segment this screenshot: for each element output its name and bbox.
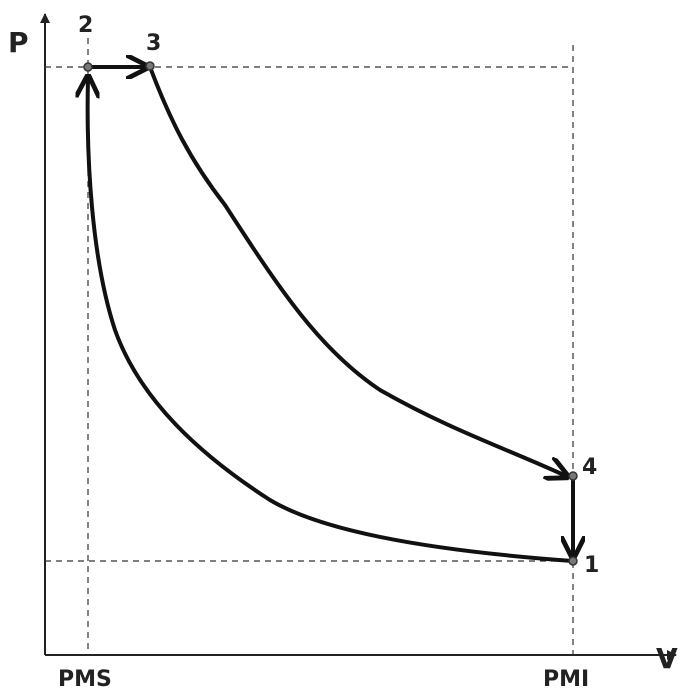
x-tick-label: PMS (58, 667, 112, 692)
state-point (83, 62, 93, 72)
x-tick-label: PMI (543, 667, 589, 692)
point-label: 4 (582, 455, 597, 480)
x-axis-label: V (656, 642, 678, 675)
point-label: 1 (584, 553, 599, 578)
state-point (568, 471, 578, 481)
expansion-curve (148, 65, 566, 476)
state-point (568, 556, 578, 566)
y-axis-label: P (8, 26, 29, 59)
compression-curve (88, 78, 575, 563)
state-point (145, 61, 155, 71)
point-label: 2 (78, 13, 93, 38)
point-label: 3 (146, 31, 161, 56)
